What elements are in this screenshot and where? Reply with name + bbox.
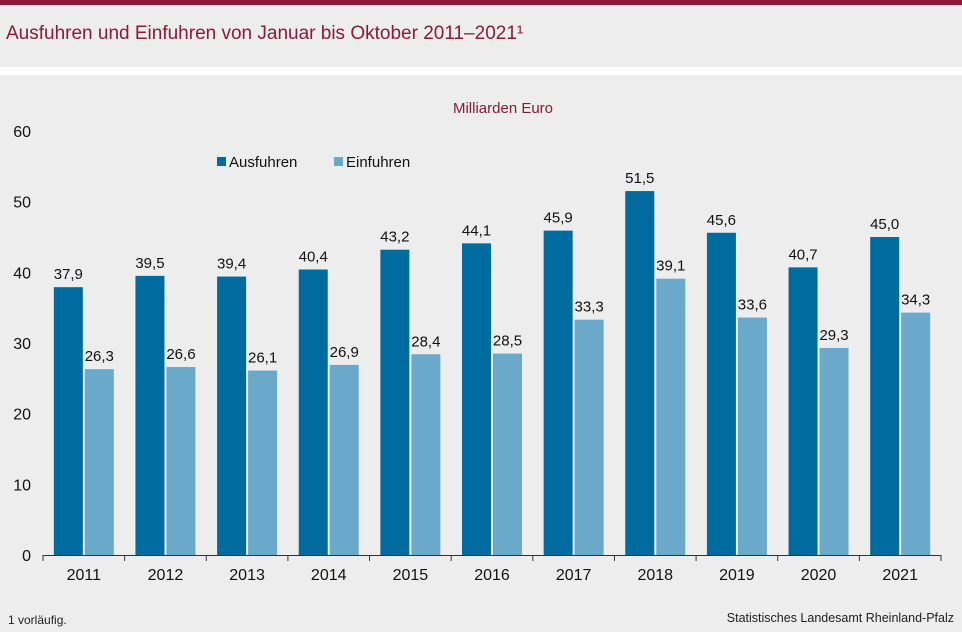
data-label: 45,9 <box>544 210 573 227</box>
y-tick-label: 10 <box>13 477 31 494</box>
unit-label: Milliarden Euro <box>453 100 553 117</box>
bar-ausfuhren-2017 <box>543 230 573 555</box>
x-tick-label: 2011 <box>67 567 102 584</box>
data-label: 26,6 <box>166 346 195 363</box>
bar-ausfuhren-2015 <box>380 249 410 555</box>
bar-ausfuhren-2013 <box>217 276 247 555</box>
legend-label-einfuhren: Einfuhren <box>346 154 410 171</box>
title-band <box>0 5 962 67</box>
data-label: 40,4 <box>299 249 328 266</box>
y-tick-label: 20 <box>13 407 31 424</box>
bar-ausfuhren-2016 <box>462 243 491 556</box>
bar-einfuhren-2011 <box>84 369 114 555</box>
data-label: 33,6 <box>738 297 767 314</box>
x-tick-label: 2012 <box>148 567 184 584</box>
legend-label-ausfuhren: Ausfuhren <box>229 154 297 171</box>
y-tick-label: 0 <box>22 548 31 565</box>
data-label: 39,4 <box>217 256 246 273</box>
bar-einfuhren-2014 <box>329 364 359 555</box>
bar-ausfuhren-2014 <box>298 269 328 555</box>
data-label: 28,5 <box>493 333 522 350</box>
data-label: 26,3 <box>85 348 114 365</box>
data-label: 34,3 <box>901 292 930 309</box>
bar-einfuhren-2013 <box>248 370 278 555</box>
data-label: 39,5 <box>135 255 164 272</box>
x-tick-label: 2017 <box>556 567 592 584</box>
data-label: 29,3 <box>819 327 848 344</box>
data-label: 37,9 <box>54 266 83 283</box>
x-tick-label: 2018 <box>637 567 673 584</box>
legend-swatch-ausfuhren <box>217 157 226 166</box>
data-label: 40,7 <box>788 246 817 263</box>
x-tick-label: 2016 <box>474 567 510 584</box>
y-tick-label: 40 <box>13 265 31 282</box>
x-tick-label: 2015 <box>393 567 429 584</box>
y-tick-label: 30 <box>13 336 31 353</box>
x-tick-label: 2014 <box>311 567 347 584</box>
bar-einfuhren-2016 <box>493 353 522 555</box>
bar-einfuhren-2020 <box>819 347 849 555</box>
data-label: 26,9 <box>330 344 359 361</box>
bar-einfuhren-2017 <box>574 319 604 555</box>
data-label: 39,1 <box>656 258 685 275</box>
bar-ausfuhren-2019 <box>706 232 736 555</box>
y-tick-label: 60 <box>13 124 31 141</box>
data-label: 43,2 <box>380 229 409 246</box>
x-tick-label: 2020 <box>801 567 837 584</box>
chart-title: Ausfuhren und Einfuhren von Januar bis O… <box>6 23 524 44</box>
bar-ausfuhren-2012 <box>135 275 165 555</box>
footnote: 1 vorläufig. <box>8 613 67 627</box>
data-label: 44,1 <box>462 222 491 239</box>
divider <box>0 67 962 75</box>
bar-ausfuhren-2011 <box>53 287 83 555</box>
bar-ausfuhren-2021 <box>870 237 900 555</box>
x-tick-label: 2013 <box>229 567 265 584</box>
bar-einfuhren-2019 <box>737 317 767 555</box>
data-label: 28,4 <box>411 333 440 350</box>
data-label: 45,0 <box>870 216 899 233</box>
x-tick-label: 2021 <box>882 567 918 584</box>
bar-einfuhren-2012 <box>166 367 196 555</box>
bar-einfuhren-2018 <box>656 278 686 555</box>
y-tick-label: 50 <box>13 195 31 212</box>
x-tick-label: 2019 <box>719 567 755 584</box>
bar-ausfuhren-2018 <box>625 191 655 556</box>
data-label: 51,5 <box>625 170 654 187</box>
bar-einfuhren-2015 <box>411 354 441 555</box>
legend-swatch-einfuhren <box>334 157 343 166</box>
data-label: 26,1 <box>248 350 277 367</box>
top-accent-bar <box>0 0 962 5</box>
data-label: 45,6 <box>707 212 736 229</box>
source-note: Statistisches Landesamt Rheinland-Pfalz <box>726 611 954 625</box>
data-label: 33,3 <box>575 299 604 316</box>
bar-ausfuhren-2020 <box>788 267 818 555</box>
bar-einfuhren-2021 <box>901 312 931 555</box>
